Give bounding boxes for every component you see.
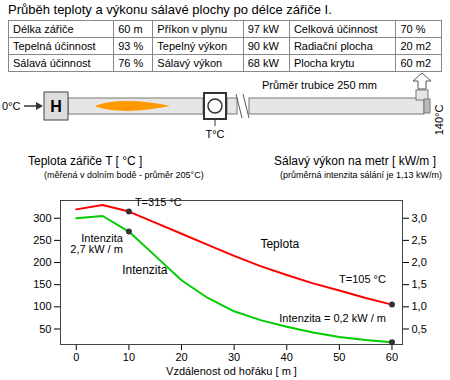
svg-text:200: 200 [33,256,51,268]
html-text:Průběh teploty a výkonu sálavé: Průběh teploty a výkonu sálavé plochy po… [8,2,332,17]
svg-text:50: 50 [39,323,51,335]
svg-text:T=315 °C: T=315 °C [135,196,182,208]
svg-text:140°C: 140°C [433,105,445,136]
svg-text:1,0: 1,0 [412,300,427,312]
html-text:Délka zářiče: Délka zářiče [13,23,74,35]
svg-text:T°C: T°C [205,128,224,140]
svg-text:T=105 °C: T=105 °C [339,273,386,285]
html-text:93 %: 93 % [118,40,144,52]
html-text:Teplota zářiče T [ °C ]: Teplota zářiče T [ °C ] [28,154,143,168]
html-text:76 %: 76 % [118,57,144,69]
svg-text:Intenzita = 0,2 kW / m: Intenzita = 0,2 kW / m [279,312,386,324]
svg-text:100: 100 [33,300,51,312]
svg-text:40: 40 [281,351,293,363]
svg-text:1,5: 1,5 [412,278,427,290]
svg-text:0,5: 0,5 [412,323,427,335]
html-text:Tepelná účinnost: Tepelná účinnost [13,40,96,52]
html-text:Sálavá účinnost: Sálavá účinnost [13,57,91,69]
html-text:Příkon v plynu: Příkon v plynu [157,23,227,35]
svg-text:300: 300 [33,212,51,224]
svg-text:50: 50 [333,351,345,363]
html-text:70 %: 70 % [400,23,426,35]
svg-text:3,0: 3,0 [412,212,427,224]
svg-text:0: 0 [73,351,79,363]
html-text:Celková účinnost: Celková účinnost [293,23,378,35]
html-text:97 kW: 97 kW [247,23,279,35]
svg-text:250: 250 [33,234,51,246]
html-text:Sálavý výkon na metr [ kW/m ]: Sálavý výkon na metr [ kW/m ] [274,154,436,168]
svg-text:150: 150 [33,278,51,290]
html-text:Sálavý výkon: Sálavý výkon [157,57,223,69]
svg-text:30: 30 [228,351,240,363]
svg-text:2,0: 2,0 [412,256,427,268]
svg-text:10: 10 [123,351,135,363]
svg-text:60: 60 [386,351,398,363]
html-text:60 m2: 60 m2 [400,57,432,69]
svg-text:Intenzita: Intenzita [122,263,168,277]
html-text:90 kW: 90 kW [247,40,279,52]
svg-text:Průměr trubice 250 mm: Průměr trubice 250 mm [262,79,377,91]
html-text:Plocha krytu: Plocha krytu [293,57,355,69]
html-text:20 m2: 20 m2 [400,40,432,52]
html-text:68 kW: 68 kW [247,57,279,69]
html-text:(měřená v dolním bodě - průměr: (měřená v dolním bodě - průměr 205°C) [44,170,204,180]
html-text:Radiační plocha: Radiační plocha [293,40,373,52]
html-text:Tepelný výkon: Tepelný výkon [157,40,227,52]
svg-text:Intenzita2,7 kW / m: Intenzita2,7 kW / m [70,232,123,255]
html-text:60 m: 60 m [118,23,143,35]
svg-text:H: H [50,98,62,115]
svg-text:2,5: 2,5 [412,234,427,246]
svg-text:20: 20 [175,351,187,363]
html-text:(průměrná intenzita sálání je: (průměrná intenzita sálání je 1,13 kW/m) [279,170,442,180]
svg-text:Vzdálenost od hořáku [ m ]: Vzdálenost od hořáku [ m ] [166,365,297,377]
svg-text:0°C: 0°C [2,100,21,112]
svg-text:Teplota: Teplota [260,237,299,251]
